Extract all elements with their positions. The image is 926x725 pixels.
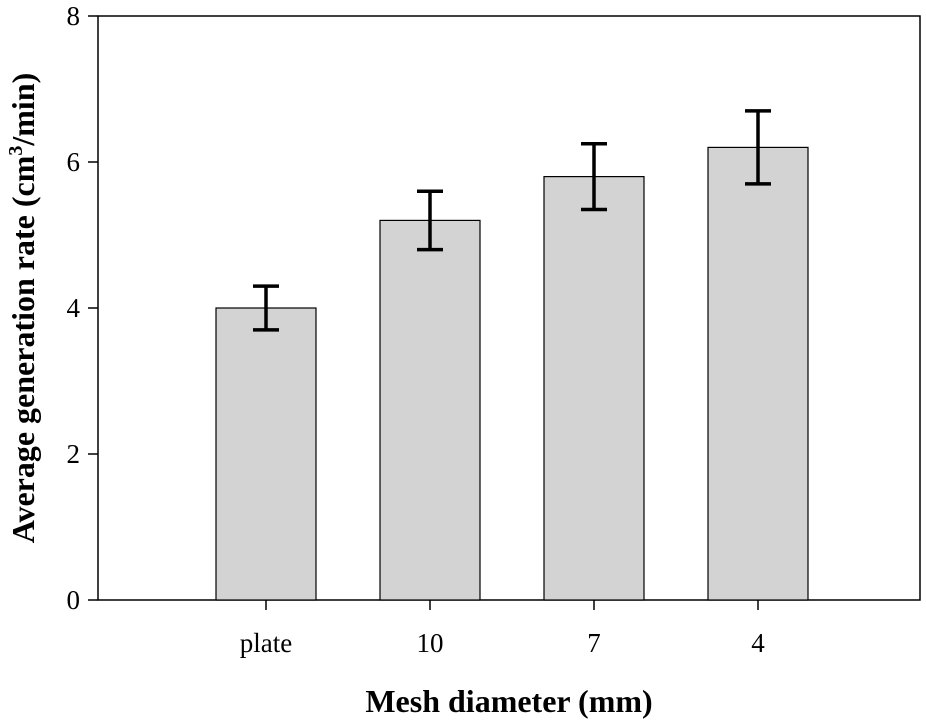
error-bar-10 xyxy=(417,189,443,252)
bar-10 xyxy=(379,219,481,601)
y-tick-label: 8 xyxy=(67,1,81,31)
bar-4 xyxy=(707,146,809,601)
x-tick-label-10: 10 xyxy=(417,628,444,658)
bars-group xyxy=(215,146,809,601)
y-tick-label: 2 xyxy=(67,439,81,469)
x-tick-label-plate: plate xyxy=(240,628,292,658)
x-axis-ticks: plate 10 7 4 xyxy=(240,600,765,658)
y-tick-label: 0 xyxy=(67,585,81,615)
error-bar-plate xyxy=(253,284,279,332)
y-axis-title-main: Average generation rate (cm xyxy=(5,155,41,543)
x-tick-label-7: 7 xyxy=(587,628,601,658)
y-axis-title: Average generation rate (cm3/min) xyxy=(5,73,41,544)
y-tick-label: 4 xyxy=(67,293,81,323)
x-tick-label-4: 4 xyxy=(751,628,765,658)
bar-7 xyxy=(543,176,645,601)
error-bar-7 xyxy=(581,142,607,212)
error-bars-group xyxy=(253,109,771,332)
y-axis-title-superscript: 3 xyxy=(5,146,27,156)
error-bar-4 xyxy=(745,109,771,186)
y-axis-ticks: 0 2 4 6 8 xyxy=(67,1,98,615)
y-tick-label: 6 xyxy=(67,147,81,177)
y-axis-title-unit: /min) xyxy=(5,73,41,147)
x-axis-title: Mesh diameter (mm) xyxy=(365,683,652,719)
bar-plate xyxy=(215,307,317,601)
